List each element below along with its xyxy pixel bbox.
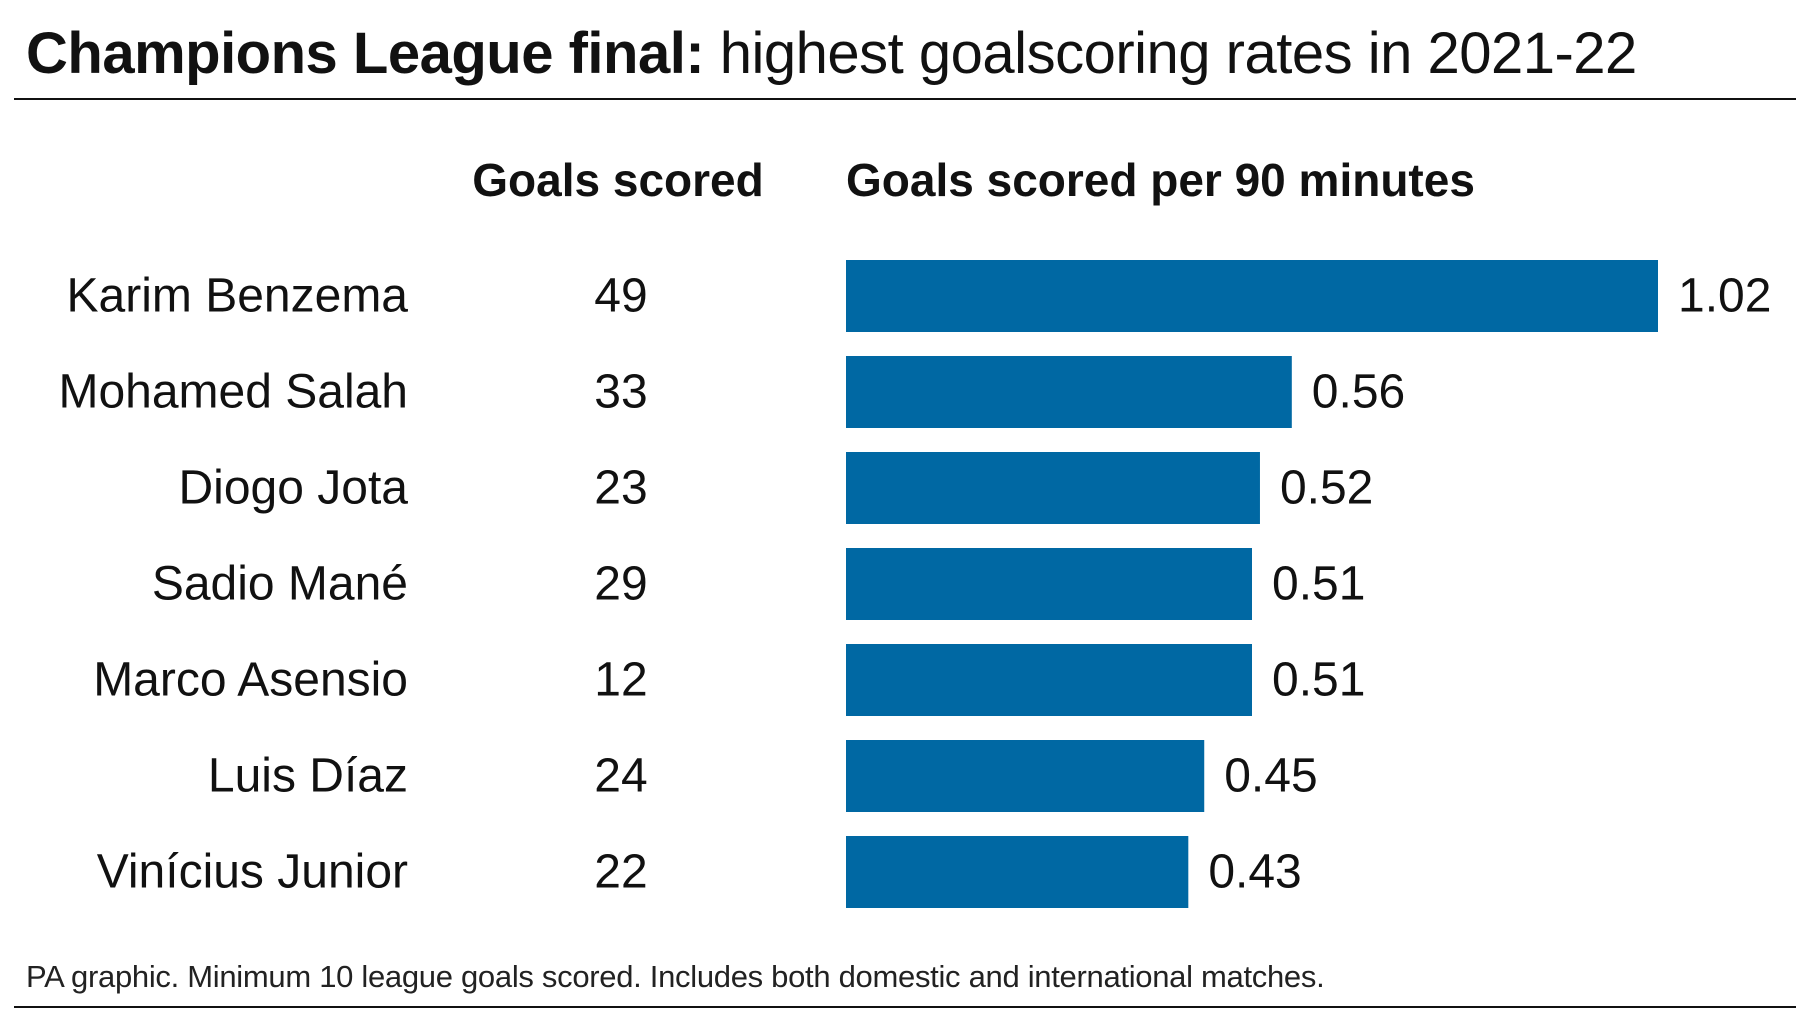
rate-bar <box>846 836 1189 908</box>
chart-row: Luis Díaz 24 0.45 <box>208 740 1318 812</box>
goals-scored-label: 23 <box>594 462 647 515</box>
rate-column-header: Goals scored per 90 minutes <box>846 154 1475 206</box>
rate-bar <box>846 644 1252 716</box>
goals-scored-label: 49 <box>594 270 647 323</box>
rate-bar <box>846 740 1205 812</box>
goals-column-header: Goals scored <box>472 154 764 206</box>
rate-bar <box>846 548 1252 620</box>
player-name-label: Mohamed Salah <box>58 366 408 419</box>
player-name-label: Karim Benzema <box>67 270 409 323</box>
rate-bar <box>846 452 1260 524</box>
goals-scored-label: 22 <box>594 846 647 899</box>
chart-row: Marco Asensio 12 0.51 <box>93 644 1365 716</box>
top-divider <box>14 98 1796 100</box>
player-name-label: Sadio Mané <box>152 558 408 611</box>
chart-row: Diogo Jota 23 0.52 <box>179 452 1373 524</box>
rate-value-label: 0.56 <box>1312 366 1405 419</box>
rate-bar <box>846 260 1658 332</box>
player-name-label: Luis Díaz <box>208 750 408 803</box>
chart-title: Champions League final: highest goalscor… <box>26 18 1637 90</box>
chart-title-bold: Champions League final: <box>26 21 705 86</box>
goals-scored-label: 24 <box>594 750 647 803</box>
chart-row: Vinícius Junior 22 0.43 <box>97 836 1302 908</box>
player-name-label: Vinícius Junior <box>97 846 408 899</box>
rate-bar <box>846 356 1292 428</box>
rate-value-label: 0.51 <box>1272 558 1365 611</box>
chart-row: Karim Benzema 49 1.02 <box>67 260 1771 332</box>
rate-value-label: 0.51 <box>1272 654 1365 707</box>
goals-scored-label: 29 <box>594 558 647 611</box>
chart-title-light: highest goalscoring rates in 2021-22 <box>719 21 1638 86</box>
rate-value-label: 1.02 <box>1678 270 1771 323</box>
rate-value-label: 0.45 <box>1224 750 1317 803</box>
goals-scored-label: 12 <box>594 654 647 707</box>
player-name-label: Diogo Jota <box>179 462 409 515</box>
rate-value-label: 0.52 <box>1280 462 1373 515</box>
chart-row: Mohamed Salah 33 0.56 <box>58 356 1405 428</box>
footnote: PA graphic. Minimum 10 league goals scor… <box>26 959 1325 994</box>
chart-row: Sadio Mané 29 0.51 <box>152 548 1365 620</box>
goals-scored-label: 33 <box>594 366 647 419</box>
rate-value-label: 0.43 <box>1208 846 1301 899</box>
player-name-label: Marco Asensio <box>93 654 408 707</box>
chart-rows: Karim Benzema 49 1.02 Mohamed Salah 33 0.56 Di… <box>58 260 1771 908</box>
bottom-divider <box>14 1006 1796 1008</box>
